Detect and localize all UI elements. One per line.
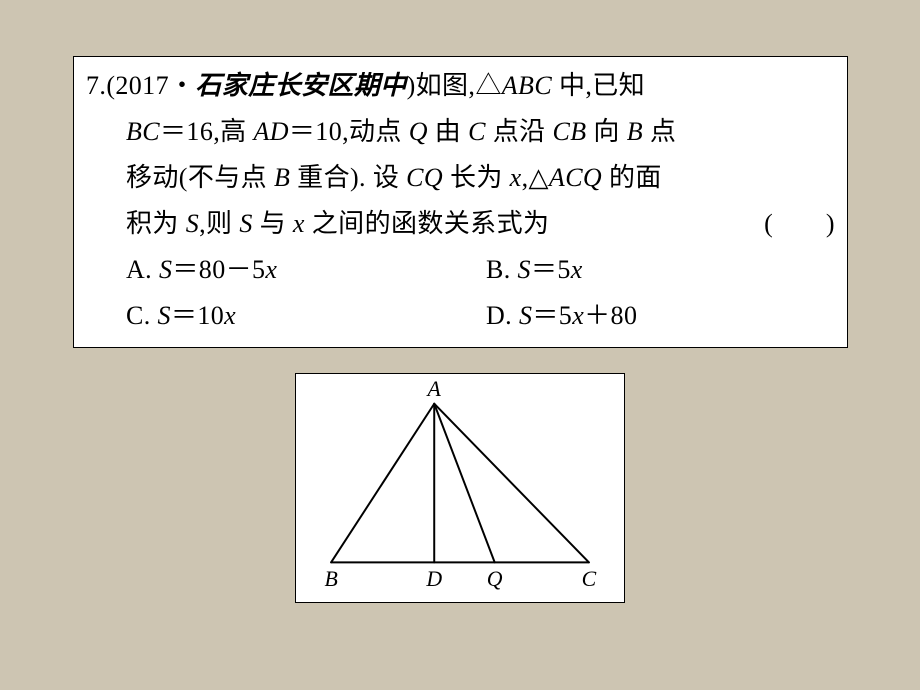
after-abc: 中,已知	[552, 71, 645, 100]
optA-x: x	[265, 255, 277, 284]
optC-label: C.	[126, 301, 158, 330]
l4-b: ,则	[199, 209, 239, 238]
l4-d: 之间的函数关系式为	[305, 209, 550, 238]
options-row-2: C. S＝10x D. S＝5x＋80	[86, 293, 835, 339]
optC-rest: ＝10	[171, 301, 224, 330]
optD-S: S	[519, 301, 532, 330]
abc: ABC	[502, 71, 552, 100]
l2-Q: Q	[409, 117, 428, 146]
optD-x: x	[572, 301, 584, 330]
l3-d: ,△	[522, 163, 549, 192]
l2-e: 向	[587, 117, 627, 146]
src-suffix: )如图,△	[407, 71, 502, 100]
optD-tail: ＋80	[584, 301, 637, 330]
l4-S: S	[186, 209, 199, 238]
l2-eq1: ＝16,高	[160, 117, 253, 146]
option-A: A. S＝80－5x	[126, 247, 486, 293]
l3-CQ: CQ	[406, 163, 443, 192]
triangle-figure: A B D Q C	[296, 374, 624, 602]
l3-b: 重合). 设	[290, 163, 406, 192]
figure-box: A B D Q C	[295, 373, 625, 603]
l2-eq2: ＝10,动点	[289, 117, 409, 146]
problem-number: 7.	[86, 71, 106, 100]
l2-bc: BC	[126, 117, 160, 146]
page-root: 7.(2017・石家庄长安区期中)如图,△ABC 中,已知 BC＝16,高 AD…	[0, 0, 920, 690]
l4-a: 积为	[126, 209, 186, 238]
option-D: D. S＝5x＋80	[486, 293, 835, 339]
l2-ad: AD	[253, 117, 288, 146]
src-prefix: (2017・	[106, 71, 195, 100]
figure-lines	[331, 404, 589, 563]
optD-rest: ＝5	[532, 301, 572, 330]
optB-rest: ＝5	[531, 255, 571, 284]
optD-label: D.	[486, 301, 519, 330]
svg-text:Q: Q	[487, 567, 503, 591]
l2-d: 点沿	[486, 117, 553, 146]
l2-C: C	[468, 117, 486, 146]
l3-ACQ: ACQ	[549, 163, 602, 192]
l4-body: 积为 S,则 S 与 x 之间的函数关系式为	[126, 201, 549, 247]
svg-text:B: B	[324, 567, 337, 591]
l4-c: 与	[253, 209, 293, 238]
optC-S: S	[158, 301, 171, 330]
l4-paren: ( )	[764, 201, 835, 247]
svg-text:A: A	[426, 377, 442, 401]
l3-B: B	[274, 163, 290, 192]
optA-rest: ＝80－5	[172, 255, 265, 284]
l4-S2: S	[239, 209, 252, 238]
svg-text:D: D	[425, 567, 442, 591]
l3-e: 的面	[602, 163, 662, 192]
l3-a: 移动(不与点	[126, 163, 274, 192]
l2-c: 由	[428, 117, 468, 146]
problem-line-4: 积为 S,则 S 与 x 之间的函数关系式为 ( )	[86, 201, 835, 247]
src-bold: 石家庄长安区期中	[195, 71, 406, 100]
l2-CB: CB	[552, 117, 586, 146]
problem-line-3: 移动(不与点 B 重合). 设 CQ 长为 x,△ACQ 的面	[86, 155, 835, 201]
options-row-1: A. S＝80－5x B. S＝5x	[86, 247, 835, 293]
problem-box: 7.(2017・石家庄长安区期中)如图,△ABC 中,已知 BC＝16,高 AD…	[73, 56, 848, 348]
problem-line-1: 7.(2017・石家庄长安区期中)如图,△ABC 中,已知	[86, 63, 835, 109]
optC-x: x	[224, 301, 236, 330]
l2-B: B	[627, 117, 643, 146]
optB-S: S	[518, 255, 531, 284]
svg-text:C: C	[582, 567, 597, 591]
figure-labels: A B D Q C	[324, 377, 596, 591]
option-B: B. S＝5x	[486, 247, 835, 293]
l2-f: 点	[643, 117, 676, 146]
l3-c: 长为	[443, 163, 510, 192]
optA-label: A.	[126, 255, 159, 284]
option-C: C. S＝10x	[126, 293, 486, 339]
optB-label: B.	[486, 255, 518, 284]
l3-x: x	[510, 163, 522, 192]
optA-S: S	[159, 255, 172, 284]
optB-x: x	[571, 255, 583, 284]
l4-x: x	[293, 209, 305, 238]
problem-line-2: BC＝16,高 AD＝10,动点 Q 由 C 点沿 CB 向 B 点	[86, 109, 835, 155]
